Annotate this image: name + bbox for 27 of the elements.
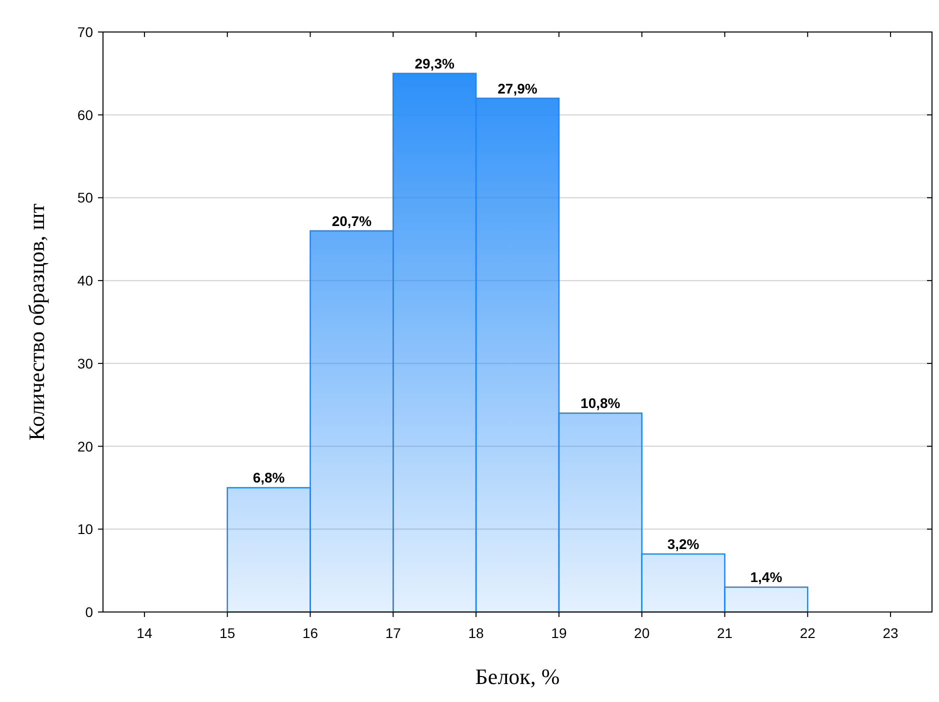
y-tick-label: 70 [77,24,94,40]
annotation: 10,8% [580,395,621,412]
y-tick-label: 60 [77,106,94,123]
x-tick-label: 21 [716,625,733,641]
annotation: 29,3% [414,55,455,72]
x-tick-label: 17 [385,625,402,641]
x-tick-label: 19 [551,625,567,641]
annotation: 27,9% [498,80,538,96]
x-axis-title: Белок, % [475,664,560,689]
x-tick-label: 16 [302,625,318,641]
x-tick-label: 15 [220,625,236,641]
x-tick-label: 22 [800,625,816,641]
annotation: 1,4% [750,569,783,586]
annotation: 3,2% [667,536,700,552]
annotation: 20,7% [332,212,372,229]
x-tick-label: 18 [468,625,484,641]
y-axis-title: Количество образцов, шт [24,203,49,440]
annotation: 6,8% [252,470,286,486]
y-tick-label: 0 [85,604,94,620]
y-tick-label: 10 [77,521,94,538]
y-tick-label: 30 [77,355,94,372]
y-tick-label: 20 [77,438,94,454]
x-tick-label: 14 [136,625,152,641]
y-tick-label: 50 [77,190,94,206]
x-tick-label: 23 [882,625,899,641]
y-tick-label: 40 [77,272,94,289]
x-tick-label: 20 [634,625,650,641]
